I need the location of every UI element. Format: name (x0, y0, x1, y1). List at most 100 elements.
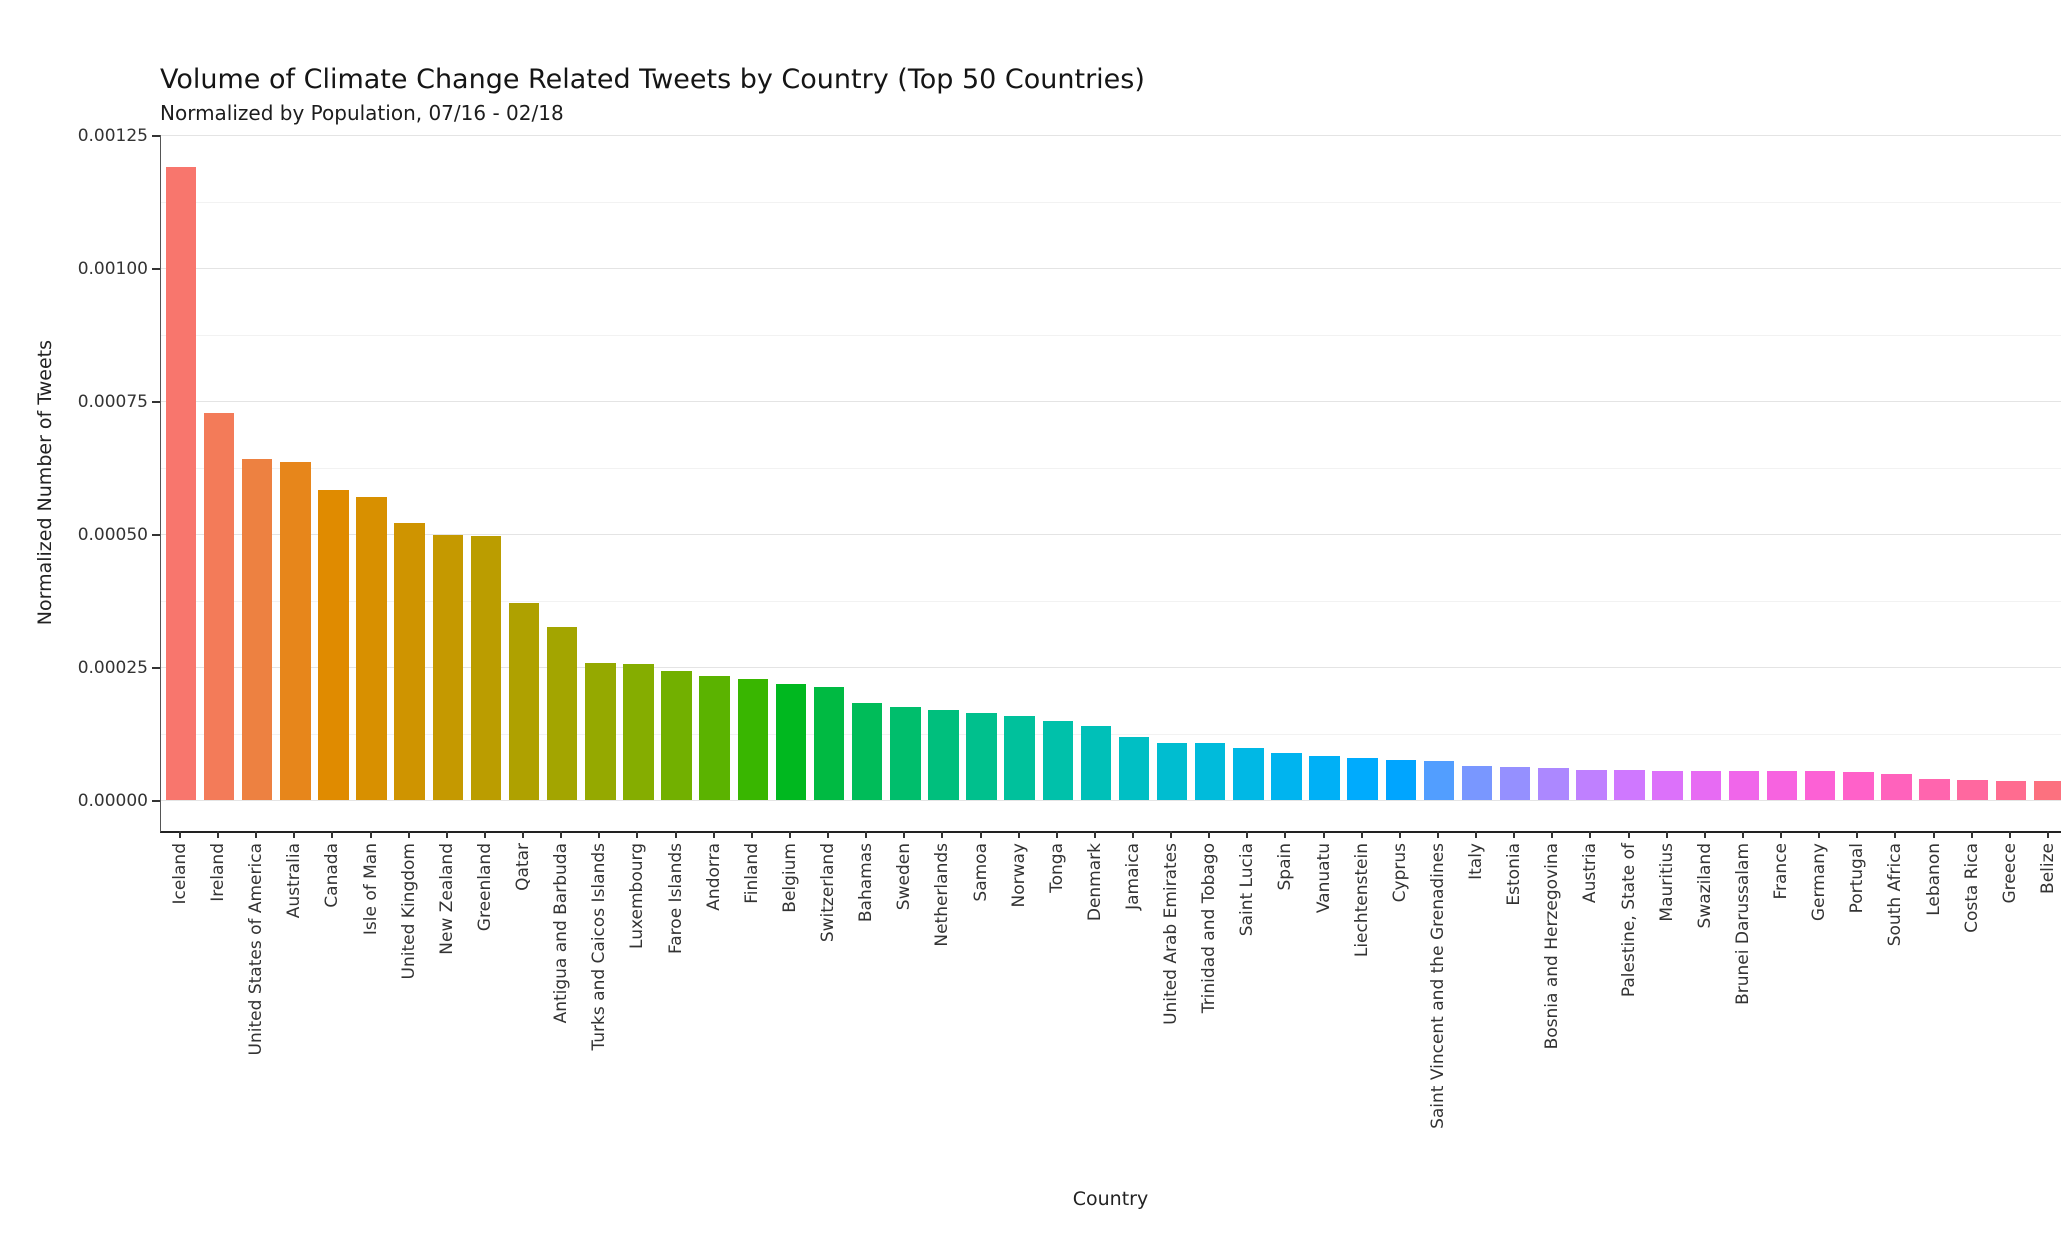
x-axis-title: Country (1072, 1188, 1149, 1210)
x-tick-label: Tonga (1046, 843, 1067, 893)
x-tick-label: Samoa (970, 843, 991, 902)
x-tick-mark (1322, 831, 1325, 838)
bar (1461, 765, 1493, 800)
x-tick-mark (788, 831, 791, 838)
x-tick-label: Estonia (1504, 843, 1525, 906)
x-tick-label: South Africa (1885, 843, 1906, 947)
x-tick-label: France (1771, 843, 1792, 900)
x-tick-mark (1627, 831, 1630, 838)
bar (241, 458, 273, 800)
y-tick-mark (152, 534, 160, 536)
x-tick-mark (2046, 831, 2049, 838)
bar (928, 709, 959, 800)
x-tick-mark (1856, 831, 1859, 838)
bar (394, 523, 425, 800)
x-tick-mark (522, 831, 525, 838)
gridline-minor (161, 467, 2061, 469)
x-tick-mark (1017, 831, 1020, 838)
bar (280, 461, 311, 800)
bar (661, 670, 692, 800)
bar (356, 496, 387, 800)
bar (1042, 720, 1073, 800)
x-tick-label: United Kingdom (398, 843, 419, 980)
y-tick-label: 0.00075 (77, 392, 148, 412)
gridline-major (161, 401, 2061, 402)
y-tick-mark (152, 401, 160, 403)
bar (1538, 767, 1569, 800)
bar (1576, 769, 1607, 800)
bar (1194, 743, 1226, 800)
bar (1271, 752, 1302, 800)
bar (203, 413, 235, 800)
bar (1995, 780, 2026, 800)
x-tick-label: Palestine, State of (1618, 843, 1639, 998)
x-tick-mark (1093, 831, 1096, 838)
x-tick-label: Belgium (779, 843, 800, 913)
x-tick-mark (1246, 831, 1249, 838)
bar (966, 713, 997, 800)
chart-title: Volume of Climate Change Related Tweets … (160, 64, 1145, 95)
gridline-major (161, 135, 2061, 136)
y-axis-title-wrap: Normalized Number of Tweets (34, 135, 56, 831)
bar (1309, 755, 1340, 800)
x-tick-label: Andorra (703, 843, 724, 911)
bar (1690, 770, 1722, 800)
x-tick-label: Greece (1999, 843, 2020, 904)
x-tick-mark (2008, 831, 2011, 838)
x-tick-mark (445, 831, 448, 838)
x-tick-mark (1398, 831, 1401, 838)
bar (1957, 780, 1988, 800)
bar (1919, 779, 1950, 800)
x-tick-label: Turks and Caicos Islands (589, 843, 610, 1051)
x-tick-label: Switzerland (818, 843, 839, 943)
x-tick-label: Trinidad and Tobago (1199, 843, 1220, 1014)
bar (1728, 771, 1760, 800)
x-tick-mark (1741, 831, 1744, 838)
bar (508, 602, 540, 800)
x-tick-label: Finland (741, 843, 762, 904)
x-tick-label: Antigua and Barbuda (551, 843, 572, 1024)
x-tick-label: Norway (1008, 843, 1029, 908)
bar (318, 489, 349, 800)
x-tick-mark (1475, 831, 1478, 838)
bar (1804, 771, 1836, 800)
gridline-minor (161, 201, 2061, 203)
gridline-major (161, 534, 2061, 535)
gridline-minor (161, 334, 2061, 336)
bar (1499, 767, 1531, 800)
y-tick-label: 0.00000 (77, 791, 148, 811)
bar (470, 536, 502, 800)
bar (432, 534, 464, 800)
bar (546, 626, 578, 800)
y-tick-mark (152, 135, 160, 137)
x-tick-mark (1132, 831, 1134, 838)
x-tick-label: Ireland (208, 843, 229, 902)
x-tick-label: Vanuatu (1313, 843, 1334, 914)
x-tick-mark (483, 831, 486, 838)
x-tick-mark (903, 831, 906, 838)
x-tick-mark (1665, 831, 1668, 838)
bar (1004, 716, 1035, 800)
x-tick-label: Greenland (474, 843, 495, 932)
x-tick-label: Faroe Islands (665, 843, 686, 954)
bar (165, 166, 197, 800)
x-tick-label: Bosnia and Herzegovina (1542, 843, 1563, 1050)
x-tick-label: Portugal (1847, 843, 1868, 914)
x-tick-mark (1818, 831, 1821, 838)
bar (1233, 748, 1264, 800)
bar (623, 664, 654, 800)
x-tick-label: Qatar (513, 843, 534, 891)
gridline-minor (161, 600, 2061, 602)
x-tick-label: Costa Rica (1961, 843, 1982, 933)
y-tick-label: 0.00125 (77, 126, 148, 146)
x-tick-label: Lebanon (1923, 843, 1944, 916)
x-tick-label: Sweden (894, 843, 915, 911)
x-tick-mark (941, 831, 944, 838)
y-tick-mark (152, 800, 160, 802)
x-tick-label: Liechtenstein (1351, 843, 1372, 958)
x-tick-mark (293, 831, 296, 838)
x-tick-label: Isle of Man (360, 843, 381, 936)
x-tick-mark (560, 831, 563, 838)
x-tick-mark (979, 831, 982, 838)
